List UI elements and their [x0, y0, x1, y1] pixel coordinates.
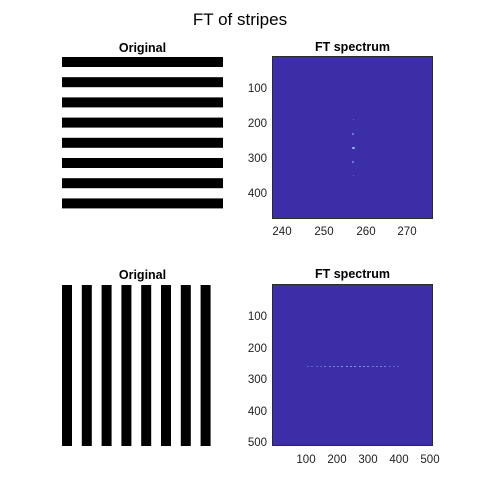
y-tick-label: 500	[247, 437, 267, 449]
x-tick-label: 100	[296, 454, 316, 466]
peak-point	[352, 147, 355, 149]
top-right-title: FT spectrum	[314, 40, 390, 54]
stripe	[62, 137, 223, 148]
horizontal-stripes-image	[62, 57, 223, 209]
peak-point	[337, 366, 340, 367]
peak-point	[319, 366, 322, 367]
peak-point	[353, 175, 354, 176]
peak-point	[358, 366, 361, 367]
peak-point	[354, 366, 357, 367]
peak-point	[393, 366, 395, 367]
peak-point	[352, 161, 354, 163]
stripe	[141, 285, 152, 446]
stripe	[62, 198, 223, 209]
peak-point	[380, 366, 383, 367]
top-ft-spectrum-plot	[272, 56, 433, 219]
y-tick-label: 300	[247, 153, 267, 165]
x-tick-label: 500	[420, 454, 440, 466]
peak-point	[315, 366, 318, 367]
peak-point	[341, 366, 344, 367]
stripe	[62, 57, 223, 67]
stripe	[62, 158, 223, 168]
stripe	[62, 77, 223, 88]
y-tick-label: 300	[247, 374, 267, 386]
peak-point	[375, 366, 378, 367]
bottom-left-title: Original	[118, 268, 167, 282]
stripe	[62, 117, 223, 128]
peak-point	[345, 366, 348, 367]
y-tick-label: 100	[247, 311, 267, 323]
peak-point	[362, 366, 365, 367]
x-tick-label: 400	[389, 454, 409, 466]
peak-point	[388, 366, 391, 367]
x-tick-label: 240	[272, 226, 292, 238]
peak-point	[384, 366, 387, 367]
peak-point	[352, 133, 354, 135]
stripe	[161, 285, 171, 446]
x-tick-label: 300	[358, 454, 378, 466]
peak-point	[324, 366, 327, 367]
stripe	[200, 285, 211, 446]
figure-title: FT of stripes	[192, 10, 288, 29]
peak-point	[350, 366, 352, 367]
stripe	[62, 285, 72, 446]
x-tick-label: 200	[327, 454, 347, 466]
stripe	[180, 285, 191, 446]
y-tick-label: 400	[247, 188, 267, 200]
x-tick-label: 270	[397, 226, 417, 238]
bottom-right-title: FT spectrum	[314, 267, 390, 281]
peak-point	[307, 366, 309, 367]
x-tick-label: 260	[356, 226, 376, 238]
peak-point	[367, 366, 370, 367]
y-tick-label: 200	[247, 118, 267, 130]
stripe	[62, 97, 223, 108]
stripe	[121, 285, 132, 446]
x-tick-label: 250	[314, 226, 334, 238]
peak-point	[353, 119, 354, 120]
peak-point	[332, 366, 335, 367]
peak-point	[397, 366, 400, 367]
y-tick-label: 100	[247, 83, 267, 95]
y-tick-label: 200	[247, 343, 267, 355]
vertical-stripes-image	[62, 285, 211, 446]
stripe	[101, 285, 112, 446]
stripe	[81, 285, 92, 446]
top-left-title: Original	[118, 41, 167, 55]
peak-point	[311, 366, 314, 367]
peak-point	[328, 366, 331, 367]
peak-point	[371, 366, 374, 367]
y-tick-label: 400	[247, 406, 267, 418]
bottom-ft-spectrum-plot	[272, 284, 433, 446]
stripe	[62, 178, 223, 189]
